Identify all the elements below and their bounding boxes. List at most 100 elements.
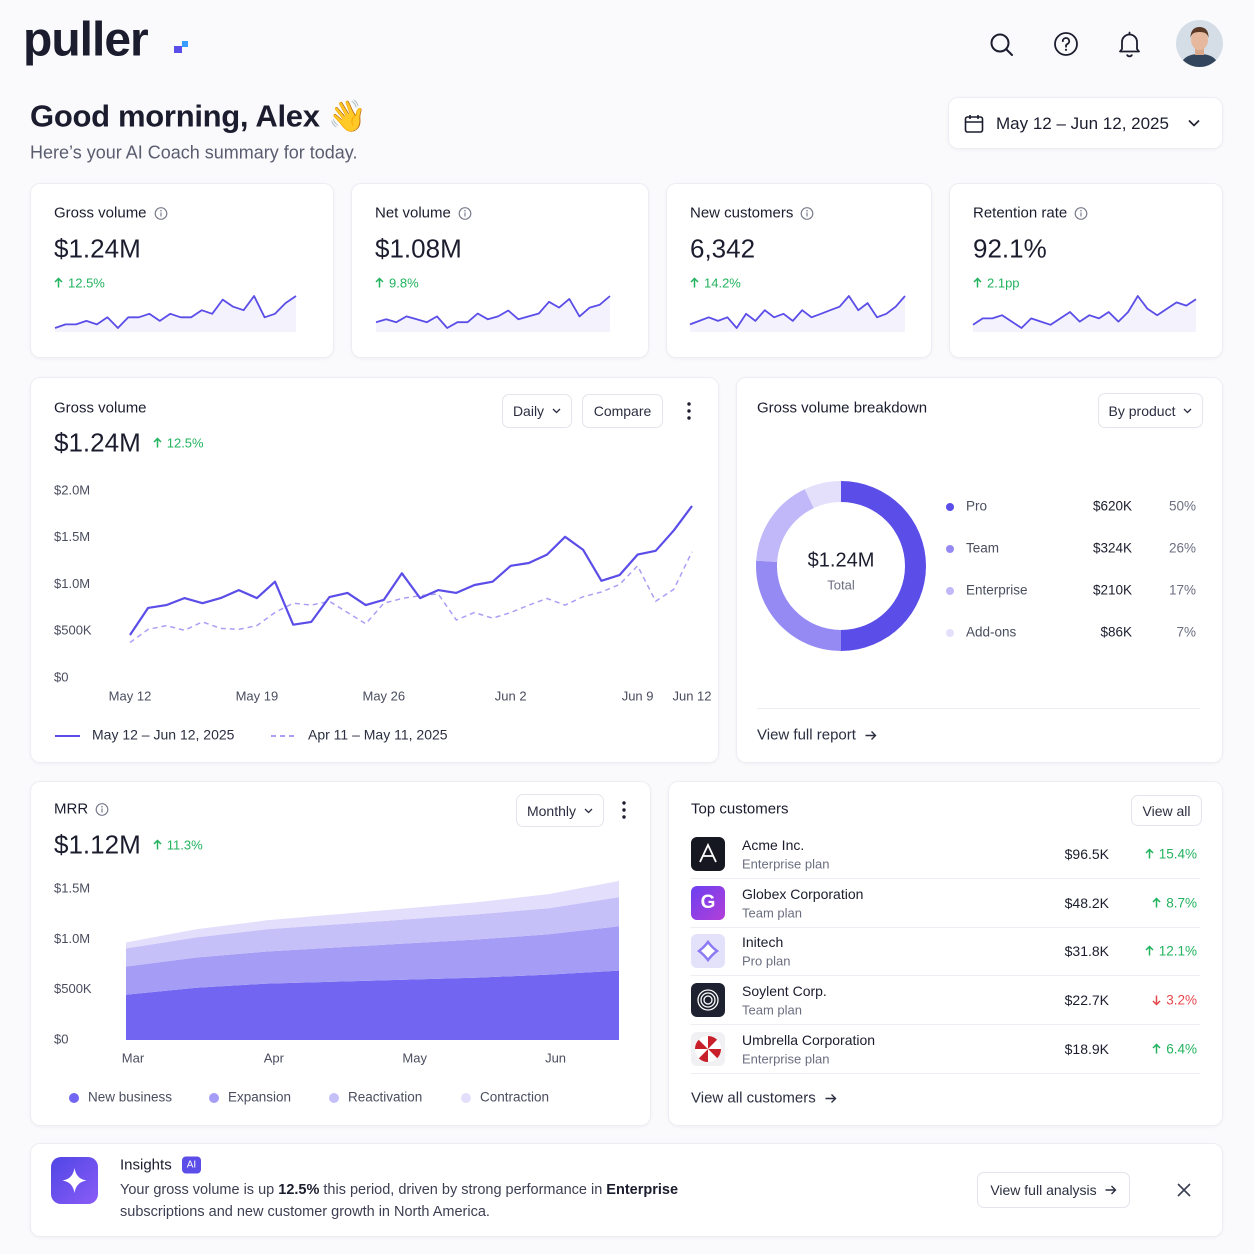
y-tick-label: $1.0M [54, 576, 90, 591]
search-icon[interactable] [988, 31, 1015, 58]
insight-emphasis: Enterprise [606, 1182, 679, 1198]
legend-label: Team [966, 541, 999, 556]
y-tick-label: $2.0M [54, 482, 90, 497]
insight-text-part: this period, driven by strong performanc… [319, 1182, 607, 1198]
link-label: View all customers [691, 1089, 816, 1107]
kpi-value: $1.08M [375, 233, 462, 264]
trend-arrow [375, 277, 384, 288]
breakdown-card [736, 377, 1223, 763]
legend-dot [209, 1093, 219, 1103]
arrow-right [865, 730, 877, 740]
legend-amount: $86K [1100, 625, 1132, 640]
card-title: Gross volume breakdown [757, 399, 928, 417]
headline-value: $1.12M [54, 829, 141, 860]
x-tick-label: Jun 9 [622, 688, 654, 703]
trend-arrow [973, 277, 982, 288]
customer-plan: Team plan [742, 905, 802, 921]
logo: puller [23, 13, 149, 67]
dropdown-label: Daily [512, 403, 545, 419]
legend-label: New business [88, 1090, 172, 1105]
bell-icon[interactable] [1117, 31, 1142, 58]
logo-segment [708, 1048, 721, 1058]
x-tick-label: May 19 [236, 688, 279, 703]
date-range: May 12 – Jun 12, 2025 [996, 114, 1169, 133]
ai-badge: AI [181, 1156, 202, 1174]
donut-center-value: $1.24M [808, 549, 875, 571]
legend-dot [946, 629, 954, 637]
kebab-menu[interactable] [685, 401, 693, 421]
help-icon[interactable] [1053, 31, 1079, 57]
dropdown[interactable]: Daily [502, 394, 572, 428]
sparkline [972, 295, 1197, 329]
trend-arrow [690, 277, 699, 288]
series-line [129, 505, 693, 636]
kebab-menu[interactable] [620, 800, 628, 820]
gross-volume-card [30, 377, 719, 763]
change-value: 8.7% [1166, 895, 1197, 911]
button[interactable]: View all [1131, 795, 1202, 826]
legend-label: Add-ons [966, 625, 1017, 640]
info-icon [1074, 206, 1088, 220]
customer-change: 12.1% [1145, 944, 1197, 959]
info-ring [458, 206, 472, 220]
sparkline-area [973, 296, 1196, 332]
kpi-card [949, 183, 1223, 358]
area-band [126, 897, 619, 967]
kpi-value: 6,342 [690, 233, 756, 264]
info-ring [1074, 206, 1088, 220]
legend-dot [946, 587, 954, 595]
arrow-path [1152, 995, 1161, 1006]
legend-amount: $620K [1093, 499, 1132, 514]
button[interactable]: Compare [582, 394, 663, 428]
sparkline [54, 295, 297, 329]
arrow-path [1145, 945, 1154, 956]
trend-arrow [1152, 897, 1161, 908]
kpi-change-value: 12.5% [68, 275, 105, 291]
change-value: 12.5% [166, 435, 204, 451]
customer-amount: $31.8K [1064, 943, 1109, 960]
legend-share: 50% [1169, 499, 1196, 514]
logo-art [696, 940, 720, 963]
insight-text-part: subscriptions and new customer growth in… [120, 1204, 490, 1220]
sparkline-area [690, 296, 905, 332]
link[interactable]: View all customers [691, 1090, 837, 1107]
trend-arrow [1152, 995, 1161, 1006]
legend-dot [69, 1093, 79, 1103]
avatar[interactable] [1176, 20, 1223, 67]
kpi-label-text: Retention rate [973, 204, 1068, 222]
greeting: Good morning, Alex 👋 [30, 98, 367, 134]
legend-dot [946, 503, 954, 511]
insights-text: Your gross volume is up 12.5% this perio… [120, 1179, 705, 1223]
legend-label: Contraction [480, 1090, 549, 1105]
donut-center-label: Total [827, 577, 855, 592]
date-picker[interactable] [948, 97, 1223, 149]
arrow-path [1145, 848, 1154, 859]
close-icon[interactable] [1177, 1183, 1191, 1197]
trend-arrow [54, 277, 63, 288]
change-value: 11.3% [166, 837, 203, 853]
kpi-change-value: 9.8% [389, 275, 419, 291]
customer-change: 3.2% [1152, 993, 1197, 1008]
x-tick-label: Jun 12 [672, 688, 711, 703]
kpi-label-text: Gross volume [54, 204, 147, 222]
arrow-path [1152, 897, 1161, 908]
row-separator [691, 975, 1200, 977]
logo-ring [697, 989, 719, 1011]
y-tick-label: $0 [54, 669, 68, 684]
legend-label: May 12 – Jun 12, 2025 [92, 727, 235, 743]
donut-segment [841, 481, 926, 651]
dropdown[interactable]: By product [1098, 393, 1203, 428]
customer-name: Soylent Corp. [742, 983, 827, 1000]
trend-arrow [1152, 1043, 1161, 1054]
headline: $1.24M 12.5% [54, 428, 204, 459]
trend-arrow [1145, 848, 1154, 859]
button[interactable]: View full analysis [977, 1172, 1130, 1208]
dropdown-label: By product [1108, 402, 1176, 419]
link[interactable]: View full report [757, 727, 877, 744]
change-value: 6.4% [1166, 1041, 1197, 1057]
dropdown[interactable]: Monthly [516, 794, 604, 827]
chevron [1188, 119, 1200, 127]
link-label: View full report [757, 726, 856, 744]
